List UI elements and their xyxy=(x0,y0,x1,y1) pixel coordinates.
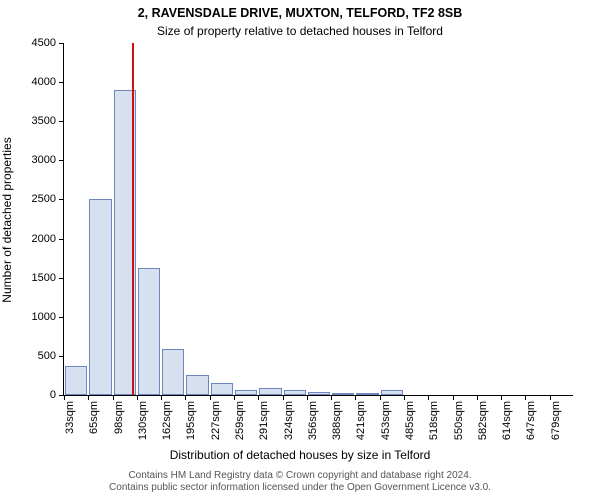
x-tick-label: 65sqm xyxy=(88,401,100,434)
x-tick-label: 259sqm xyxy=(234,401,246,440)
y-tick-label: 4000 xyxy=(32,76,64,88)
chart-title: 2, RAVENSDALE DRIVE, MUXTON, TELFORD, TF… xyxy=(0,6,600,20)
y-tick-label: 2000 xyxy=(32,233,64,245)
histogram-bar xyxy=(211,383,233,395)
x-tick-label: 356sqm xyxy=(307,401,319,440)
property-marker-line xyxy=(132,43,134,395)
x-tick-label: 679sqm xyxy=(550,401,562,440)
x-axis-label: Distribution of detached houses by size … xyxy=(0,448,600,462)
histogram-bar xyxy=(235,390,257,395)
x-tick-label: 582sqm xyxy=(477,401,489,440)
y-tick-label: 1000 xyxy=(32,311,64,323)
histogram-bar xyxy=(332,393,354,395)
y-tick-label: 500 xyxy=(38,350,64,362)
x-tick-label: 421sqm xyxy=(355,401,367,440)
y-tick-label: 4500 xyxy=(32,37,64,49)
plot-area: 05001000150020002500300035004000450033sq… xyxy=(63,44,573,396)
x-tick-label: 162sqm xyxy=(161,401,173,440)
histogram-bar xyxy=(259,388,281,395)
x-tick-label: 388sqm xyxy=(331,401,343,440)
x-tick-label: 98sqm xyxy=(113,401,125,434)
histogram-bar xyxy=(162,349,184,395)
x-tick-label: 550sqm xyxy=(453,401,465,440)
x-tick-label: 291sqm xyxy=(258,401,270,440)
y-tick-label: 2500 xyxy=(32,193,64,205)
x-tick-label: 227sqm xyxy=(210,401,222,440)
x-tick-label: 485sqm xyxy=(404,401,416,440)
y-tick-label: 1500 xyxy=(32,272,64,284)
chart-subtitle: Size of property relative to detached ho… xyxy=(0,24,600,38)
histogram-bar xyxy=(138,268,160,396)
footer-line-2: Contains public sector information licen… xyxy=(0,482,600,494)
x-tick-label: 453sqm xyxy=(380,401,392,440)
histogram-bar xyxy=(356,393,378,395)
x-tick-label: 195sqm xyxy=(185,401,197,440)
chart-footer: Contains HM Land Registry data © Crown c… xyxy=(0,470,600,494)
footer-line-1: Contains HM Land Registry data © Crown c… xyxy=(0,470,600,482)
histogram-bar xyxy=(381,390,403,395)
x-tick-label: 647sqm xyxy=(525,401,537,440)
x-tick-label: 33sqm xyxy=(64,401,76,434)
histogram-bar xyxy=(284,390,306,395)
histogram-bar xyxy=(65,366,87,395)
y-tick-label: 0 xyxy=(50,389,64,401)
chart-container: 2, RAVENSDALE DRIVE, MUXTON, TELFORD, TF… xyxy=(0,0,600,500)
x-tick-label: 614sqm xyxy=(501,401,513,440)
y-tick-label: 3000 xyxy=(32,154,64,166)
x-tick-label: 518sqm xyxy=(428,401,440,440)
x-tick-label: 324sqm xyxy=(283,401,295,440)
histogram-bar xyxy=(89,199,111,395)
histogram-bar xyxy=(186,375,208,395)
y-axis-label: Number of detached properties xyxy=(0,137,14,302)
x-tick-label: 130sqm xyxy=(137,401,149,440)
histogram-bar xyxy=(308,392,330,395)
y-tick-label: 3500 xyxy=(32,115,64,127)
